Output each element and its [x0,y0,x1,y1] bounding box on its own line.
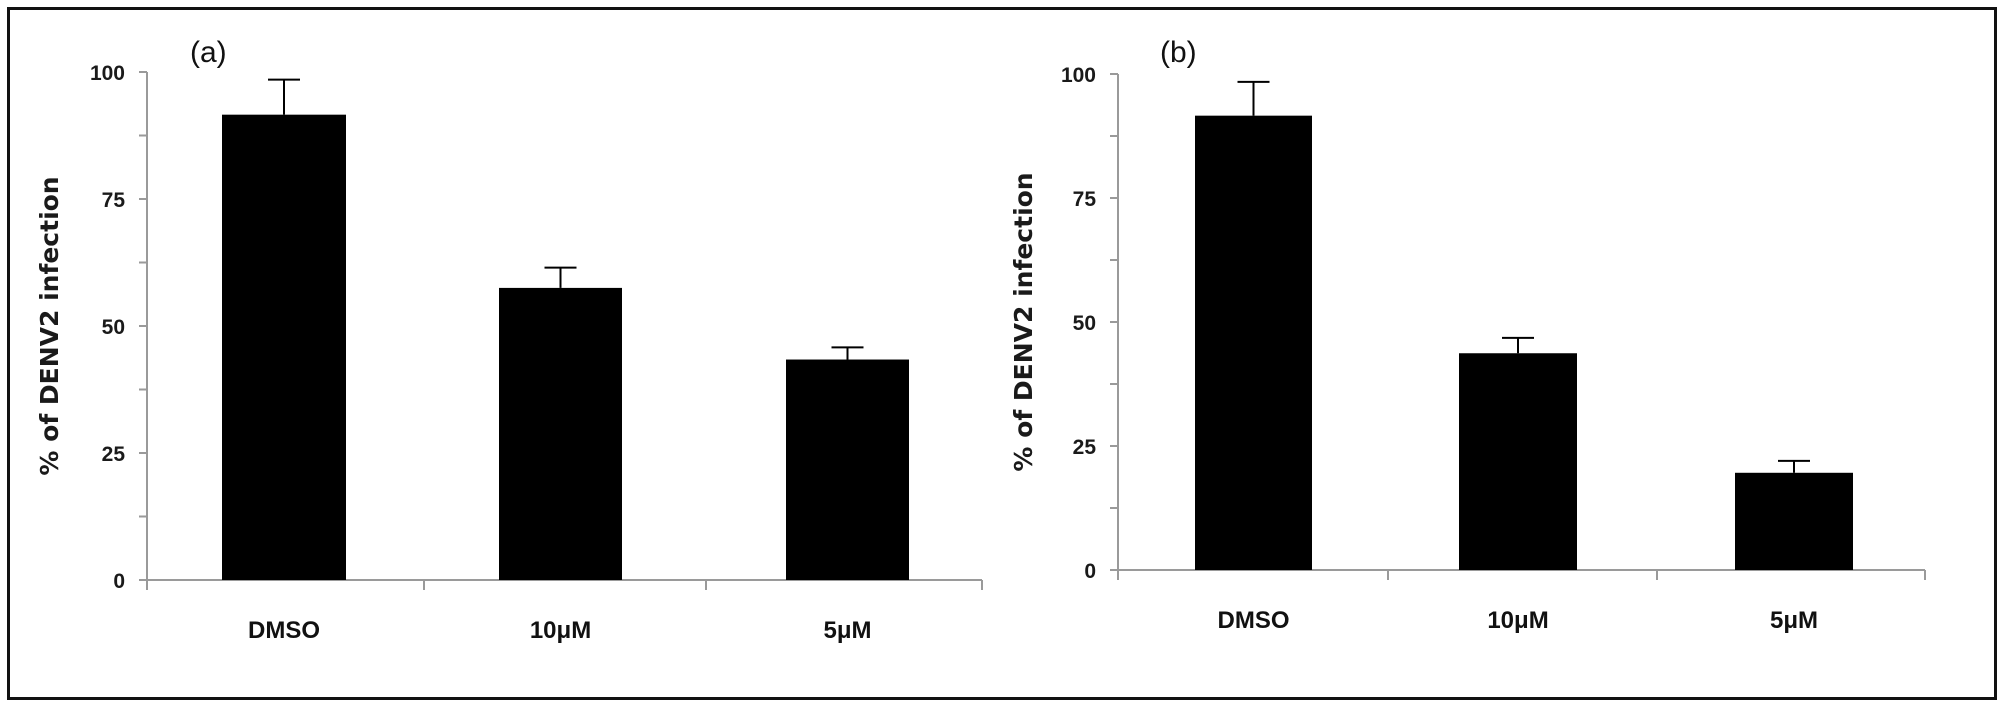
bar-1-2 [1735,472,1853,570]
y-tick-label-0: 75 [102,189,126,212]
panel-label-0: (a) [190,36,227,69]
panel-label-1: (b) [1160,36,1197,69]
y-tick-label-0: 50 [102,316,125,339]
y-axis-label-0: % of DENV2 infection [35,176,64,475]
y-tick-label-1: 100 [1061,64,1096,87]
y-tick-label-0: 0 [113,570,125,593]
bar-1-0 [1195,115,1312,570]
category-label-0-0: DMSO [248,617,320,644]
category-label-0-2: 5μM [823,617,871,644]
bar-0-1 [499,287,622,580]
category-label-1-1: 10μM [1487,607,1548,634]
bar-0-0 [222,114,346,580]
y-tick-label-0: 25 [102,443,126,466]
y-tick-label-1: 75 [1073,188,1097,211]
y-axis-label-1: % of DENV2 infection [1009,172,1038,471]
y-tick-label-0: 100 [90,62,125,85]
category-label-1-0: DMSO [1218,607,1290,634]
bar-1-1 [1459,353,1577,570]
category-label-0-1: 10μM [530,617,591,644]
category-label-1-2: 5μM [1770,607,1818,634]
y-tick-label-1: 0 [1084,560,1096,583]
figure-border [7,7,1997,700]
bar-0-2 [786,359,909,580]
y-tick-label-1: 25 [1073,436,1097,459]
y-tick-label-1: 50 [1073,312,1096,335]
